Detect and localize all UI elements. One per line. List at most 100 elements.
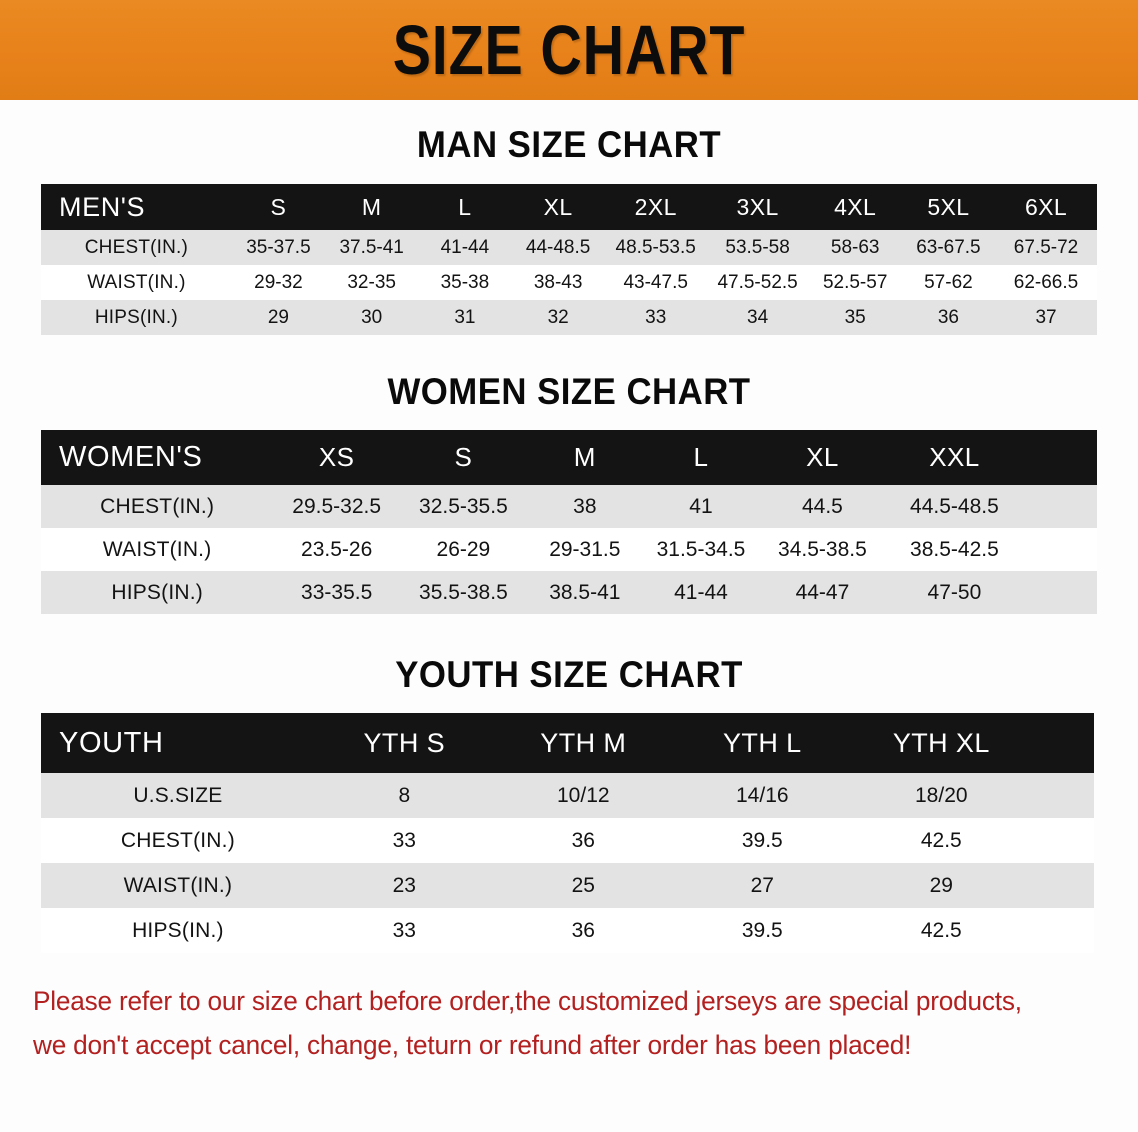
man-row-label-waist: WAIST(IN.) (87, 271, 186, 293)
table-row: CHEST(IN.) 29.5-32.5 32.5-35.5 38 41 44.… (41, 485, 1097, 528)
youth-table-container: YOUTH YTH S YTH M YTH L YTH XL U.S.SIZE … (0, 713, 1138, 953)
women-waist-s: 26-29 (436, 537, 491, 561)
youth-hips-m: 36 (571, 918, 595, 942)
man-col-s: S (270, 193, 287, 220)
man-waist-6xl: 62-66.5 (1013, 271, 1079, 293)
man-chest-l: 41-44 (440, 236, 490, 258)
women-col-spacer (1023, 430, 1097, 485)
youth-col-l: YTH L (723, 727, 802, 758)
women-waist-xxl: 38.5-42.5 (910, 537, 999, 561)
man-table-body: CHEST(IN.) 35-37.5 37.5-41 41-44 44-48.5… (41, 230, 1097, 335)
disclaimer-line-2: we don't accept cancel, change, teturn o… (32, 1030, 912, 1060)
man-hips-6xl: 37 (1035, 306, 1057, 328)
youth-col-xl: YTH XL (892, 727, 990, 758)
youth-waist-xl: 29 (929, 873, 953, 897)
man-chest-m: 37.5-41 (339, 236, 404, 258)
table-row: HIPS(IN.) 33 36 39.5 42.5 (41, 908, 1094, 953)
man-col-m: M (361, 193, 382, 220)
women-chest-s: 32.5-35.5 (419, 494, 508, 518)
youth-hips-xl: 42.5 (920, 918, 962, 942)
man-waist-xl: 38-43 (533, 271, 583, 293)
table-row: U.S.SIZE 8 10/12 14/16 18/20 (41, 773, 1094, 818)
women-chest-l: 41 (689, 494, 713, 518)
man-row-label-hips: HIPS(IN.) (94, 306, 178, 328)
table-row: WAIST(IN.) 23.5-26 26-29 29-31.5 31.5-34… (41, 528, 1097, 571)
women-hips-xs: 33-35.5 (301, 580, 373, 604)
table-row: HIPS(IN.) 29 30 31 32 33 34 35 36 37 (41, 300, 1097, 335)
women-col-m: M (573, 442, 596, 472)
youth-ussize-s: 8 (398, 783, 411, 807)
man-hips-m: 30 (361, 306, 383, 328)
youth-corner-label: YOUTH (59, 726, 164, 759)
man-header-row: MEN'S S M L XL 2XL 3XL 4XL 5XL 6XL (41, 184, 1097, 230)
women-col-xl: XL (806, 442, 839, 472)
table-row: HIPS(IN.) 33-35.5 35.5-38.5 38.5-41 41-4… (41, 571, 1097, 614)
women-table-container: WOMEN'S XS S M L XL XXL CHEST(IN.) 29.5-… (0, 430, 1138, 614)
youth-section-title: YOUTH SIZE CHART (395, 654, 743, 695)
youth-chest-spacer (1031, 818, 1094, 863)
women-col-s: S (454, 442, 473, 472)
youth-chest-m: 36 (571, 828, 595, 852)
man-chest-5xl: 63-67.5 (916, 236, 981, 258)
women-table-body: CHEST(IN.) 29.5-32.5 32.5-35.5 38 41 44.… (41, 485, 1097, 614)
man-col-3xl: 3XL (736, 193, 779, 220)
man-waist-3xl: 47.5-52.5 (717, 271, 798, 293)
man-col-l: L (458, 193, 472, 220)
youth-hips-l: 39.5 (741, 918, 783, 942)
man-corner-label: MEN'S (59, 191, 146, 222)
man-waist-m: 32-35 (347, 271, 396, 293)
women-chest-xl: 44.5 (801, 494, 843, 518)
man-col-xl: XL (543, 193, 573, 220)
women-waist-xl: 34.5-38.5 (778, 537, 867, 561)
youth-size-table: YOUTH YTH S YTH M YTH L YTH XL U.S.SIZE … (41, 713, 1094, 953)
man-col-4xl: 4XL (834, 193, 877, 220)
youth-col-s: YTH S (363, 727, 446, 758)
man-waist-4xl: 52.5-57 (822, 271, 888, 293)
youth-table-head: YOUTH YTH S YTH M YTH L YTH XL (41, 713, 1094, 773)
table-row: CHEST(IN.) 35-37.5 37.5-41 41-44 44-48.5… (41, 230, 1097, 265)
man-hips-s: 29 (267, 306, 289, 328)
women-corner-label: WOMEN'S (59, 441, 203, 473)
youth-col-spacer (1031, 713, 1094, 773)
disclaimer-text: Please refer to our size chart before or… (0, 979, 1104, 1067)
man-section-title: MAN SIZE CHART (416, 124, 722, 165)
youth-table-body: U.S.SIZE 8 10/12 14/16 18/20 CHEST(IN.) … (41, 773, 1094, 953)
man-row-label-chest: CHEST(IN.) (84, 236, 189, 258)
page-banner: SIZE CHART (0, 0, 1138, 100)
women-col-xxl: XXL (929, 442, 980, 472)
women-table-head: WOMEN'S XS S M L XL XXL (41, 430, 1097, 485)
women-hips-spacer (1023, 571, 1097, 614)
youth-ussize-spacer (1031, 773, 1094, 818)
man-chest-6xl: 67.5-72 (1013, 236, 1079, 258)
women-chest-xxl: 44.5-48.5 (910, 494, 999, 518)
youth-header-row: YOUTH YTH S YTH M YTH L YTH XL (41, 713, 1094, 773)
youth-waist-spacer (1031, 863, 1094, 908)
women-row-label-chest: CHEST(IN.) (100, 494, 215, 518)
youth-col-m: YTH M (540, 727, 627, 758)
man-size-table: MEN'S S M L XL 2XL 3XL 4XL 5XL 6XL CHEST… (41, 184, 1097, 335)
man-waist-l: 35-38 (440, 271, 490, 293)
man-chest-2xl: 48.5-53.5 (615, 236, 696, 258)
women-hips-l: 41-44 (674, 580, 728, 604)
man-waist-2xl: 43-47.5 (623, 271, 688, 293)
page-title: SIZE CHART (392, 11, 746, 89)
man-hips-2xl: 33 (645, 306, 667, 328)
man-chest-3xl: 53.5-58 (725, 236, 790, 258)
women-waist-l: 31.5-34.5 (656, 537, 746, 561)
man-chest-s: 35-37.5 (246, 236, 311, 258)
women-chest-spacer (1023, 485, 1097, 528)
man-chest-4xl: 58-63 (830, 236, 880, 258)
man-hips-xl: 32 (547, 306, 569, 328)
youth-hips-spacer (1031, 908, 1094, 953)
youth-chest-xl: 42.5 (920, 828, 962, 852)
women-waist-xs: 23.5-26 (301, 537, 373, 561)
women-chest-xs: 29.5-32.5 (292, 494, 382, 518)
man-waist-5xl: 57-62 (924, 271, 973, 293)
youth-ussize-xl: 18/20 (915, 783, 968, 807)
women-header-row: WOMEN'S XS S M L XL XXL (41, 430, 1097, 485)
youth-row-label-waist: WAIST(IN.) (123, 873, 233, 897)
table-row: WAIST(IN.) 29-32 32-35 35-38 38-43 43-47… (41, 265, 1097, 300)
man-hips-4xl: 35 (844, 306, 866, 328)
man-col-2xl: 2XL (634, 193, 677, 220)
